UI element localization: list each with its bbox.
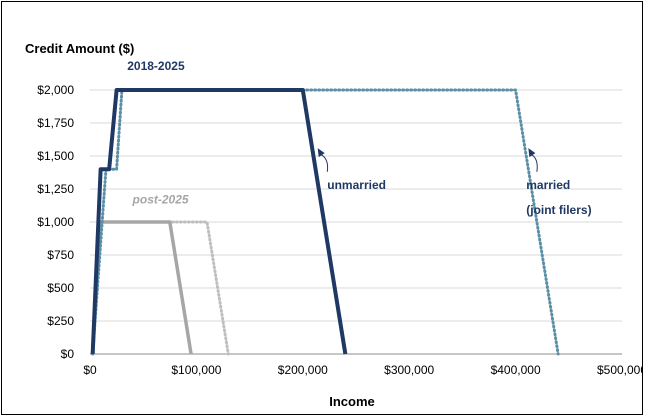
y-tick-label: $1,250 [37, 182, 74, 196]
y-tick-label: $250 [47, 314, 74, 328]
y-axis-title: Credit Amount ($) [25, 41, 134, 56]
annotation-label: post-2025 [132, 193, 189, 207]
x-tick-label: $300,000 [384, 363, 434, 377]
series-line [91, 88, 560, 356]
arrow-head [528, 148, 536, 158]
series-lines [90, 88, 560, 356]
annotation-label: married [526, 178, 570, 192]
x-tick-label: $200,000 [278, 363, 328, 377]
annotation-label: (joint filers) [526, 203, 591, 217]
x-tick-label: $400,000 [491, 363, 541, 377]
y-tick-labels: $0 $250 $500 $750 $1,000 $1,250 $1,500 $1,750 $2… [37, 83, 74, 361]
annotation-label: 2018-2025 [127, 59, 185, 73]
x-tick-label: $0 [83, 363, 97, 377]
annotations: 2018-2025 post-2025 unmarried married (joint… [127, 59, 591, 217]
x-tick-label: $100,000 [171, 363, 221, 377]
y-tick-label: $0 [61, 347, 75, 361]
arrow-shaft [319, 153, 329, 172]
series-line [90, 88, 348, 355]
annotation-label: unmarried [327, 178, 386, 192]
y-tick-label: $1,750 [37, 116, 74, 130]
y-tick-label: $500 [47, 281, 74, 295]
arrow-head [317, 148, 325, 158]
y-tick-label: $2,000 [37, 83, 74, 97]
x-tick-labels: $0 $100,000 $200,000 $300,000 $400,000 $500,0… [83, 363, 643, 377]
x-axis-title: Income [329, 394, 375, 409]
x-tick-label: $500,000 [597, 363, 643, 377]
y-tick-label: $1,500 [37, 149, 74, 163]
arrow-shaft [530, 153, 538, 172]
y-tick-label: $1,000 [37, 215, 74, 229]
y-tick-label: $750 [47, 248, 74, 262]
annotation-arrows [317, 148, 538, 172]
